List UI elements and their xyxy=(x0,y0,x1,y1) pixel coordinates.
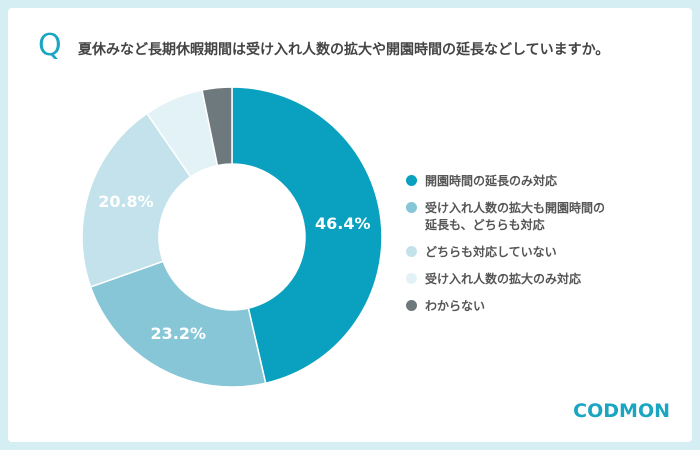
value-label: 23.2% xyxy=(151,324,207,343)
legend-item: わからない xyxy=(406,298,605,315)
legend-item: どちらも対応していない xyxy=(406,244,605,261)
legend-label: 受け入れ人数の拡大のみ対応 xyxy=(425,272,582,286)
legend-label: 受け入れ人数の拡大も開園時間の 延長も、どちらも対応 xyxy=(425,201,606,232)
legend-swatch xyxy=(406,273,417,284)
legend-label: わからない xyxy=(425,299,486,313)
value-label: 46.4% xyxy=(315,214,371,233)
donut-slice xyxy=(89,260,267,388)
donut-slice xyxy=(81,112,192,288)
legend-item: 受け入れ人数の拡大も開園時間の 延長も、どちらも対応 xyxy=(406,200,605,234)
q-mark: Q xyxy=(38,28,62,63)
legend: 開園時間の延長のみ対応受け入れ人数の拡大も開園時間の 延長も、どちらも対応どちら… xyxy=(406,173,605,325)
logo: CODMON xyxy=(573,400,670,422)
legend-item: 受け入れ人数の拡大のみ対応 xyxy=(406,271,605,288)
value-label: 20.8% xyxy=(98,192,154,211)
legend-swatch xyxy=(406,202,417,213)
chart-title: 夏休みなど長期休暇期間は受け入れ人数の拡大や開園時間の延長などしていますか。 xyxy=(78,42,610,58)
donut-slice xyxy=(231,86,383,385)
legend-label: 開園時間の延長のみ対応 xyxy=(425,174,558,188)
legend-label: どちらも対応していない xyxy=(425,245,557,259)
donut-slice xyxy=(201,86,233,167)
legend-swatch xyxy=(406,175,417,186)
legend-swatch xyxy=(406,246,417,257)
legend-item: 開園時間の延長のみ対応 xyxy=(406,173,605,190)
legend-swatch xyxy=(406,300,417,311)
